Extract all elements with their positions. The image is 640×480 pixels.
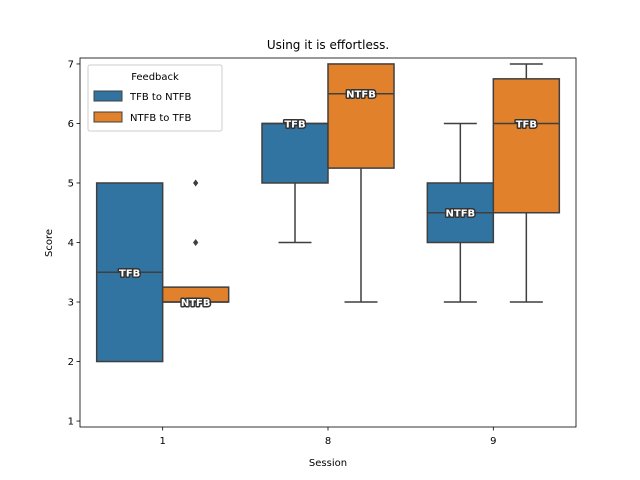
x-axis-label: Session [309, 458, 347, 469]
chart-title: Using it is effortless. [267, 38, 389, 52]
box-annotation: NTFB [446, 209, 476, 220]
box-body [492, 78, 561, 214]
legend: Feedback TFB to NTFB NTFB to TFB [87, 64, 223, 132]
x-tick-label: 9 [490, 436, 496, 447]
box-tfb-to-ntfb-session-1: TFB [95, 182, 164, 363]
x-tick-label: 8 [325, 436, 331, 447]
outlier-point [193, 239, 199, 246]
y-tick-label: 5 [68, 178, 74, 189]
box-body [327, 63, 395, 169]
box-tfb-to-ntfb-session-9: NTFB [426, 122, 495, 303]
x-tick-label: 1 [159, 436, 165, 447]
box-annotation: TFB [119, 268, 140, 279]
y-tick-label: 6 [68, 119, 74, 130]
box-ntfb-to-tfb-session-8: NTFB [327, 63, 395, 303]
legend-swatch [93, 90, 123, 102]
y-tick-label: 7 [68, 59, 74, 70]
outlier-point [193, 179, 199, 187]
box-annotation: NTFB [181, 298, 211, 309]
y-tick-label: 4 [68, 238, 74, 249]
box-annotation: TFB [516, 119, 537, 130]
legend-entry-label: TFB to NTFB [129, 92, 191, 103]
legend-entry-label: NTFB to TFB [130, 113, 191, 124]
box-body [261, 122, 329, 184]
y-axis-label: Score [44, 229, 55, 257]
box-annotation: NTFB [346, 90, 376, 101]
y-tick-label: 2 [68, 357, 74, 368]
plot-area: 1 2 3 4 5 6 7 1 8 9 TFB TFB NTFB NTFB NTFB TFB [68, 57, 577, 447]
y-tick-label: 3 [68, 298, 74, 309]
box-annotation: TFB [284, 119, 305, 130]
box-ntfb-to-tfb-session-9: TFB [492, 63, 561, 303]
legend-title: Feedback [131, 72, 179, 83]
box-ntfb-to-tfb-session-1: NTFB [161, 179, 230, 311]
legend-swatch [93, 111, 123, 123]
y-tick-label: 1 [68, 417, 74, 428]
